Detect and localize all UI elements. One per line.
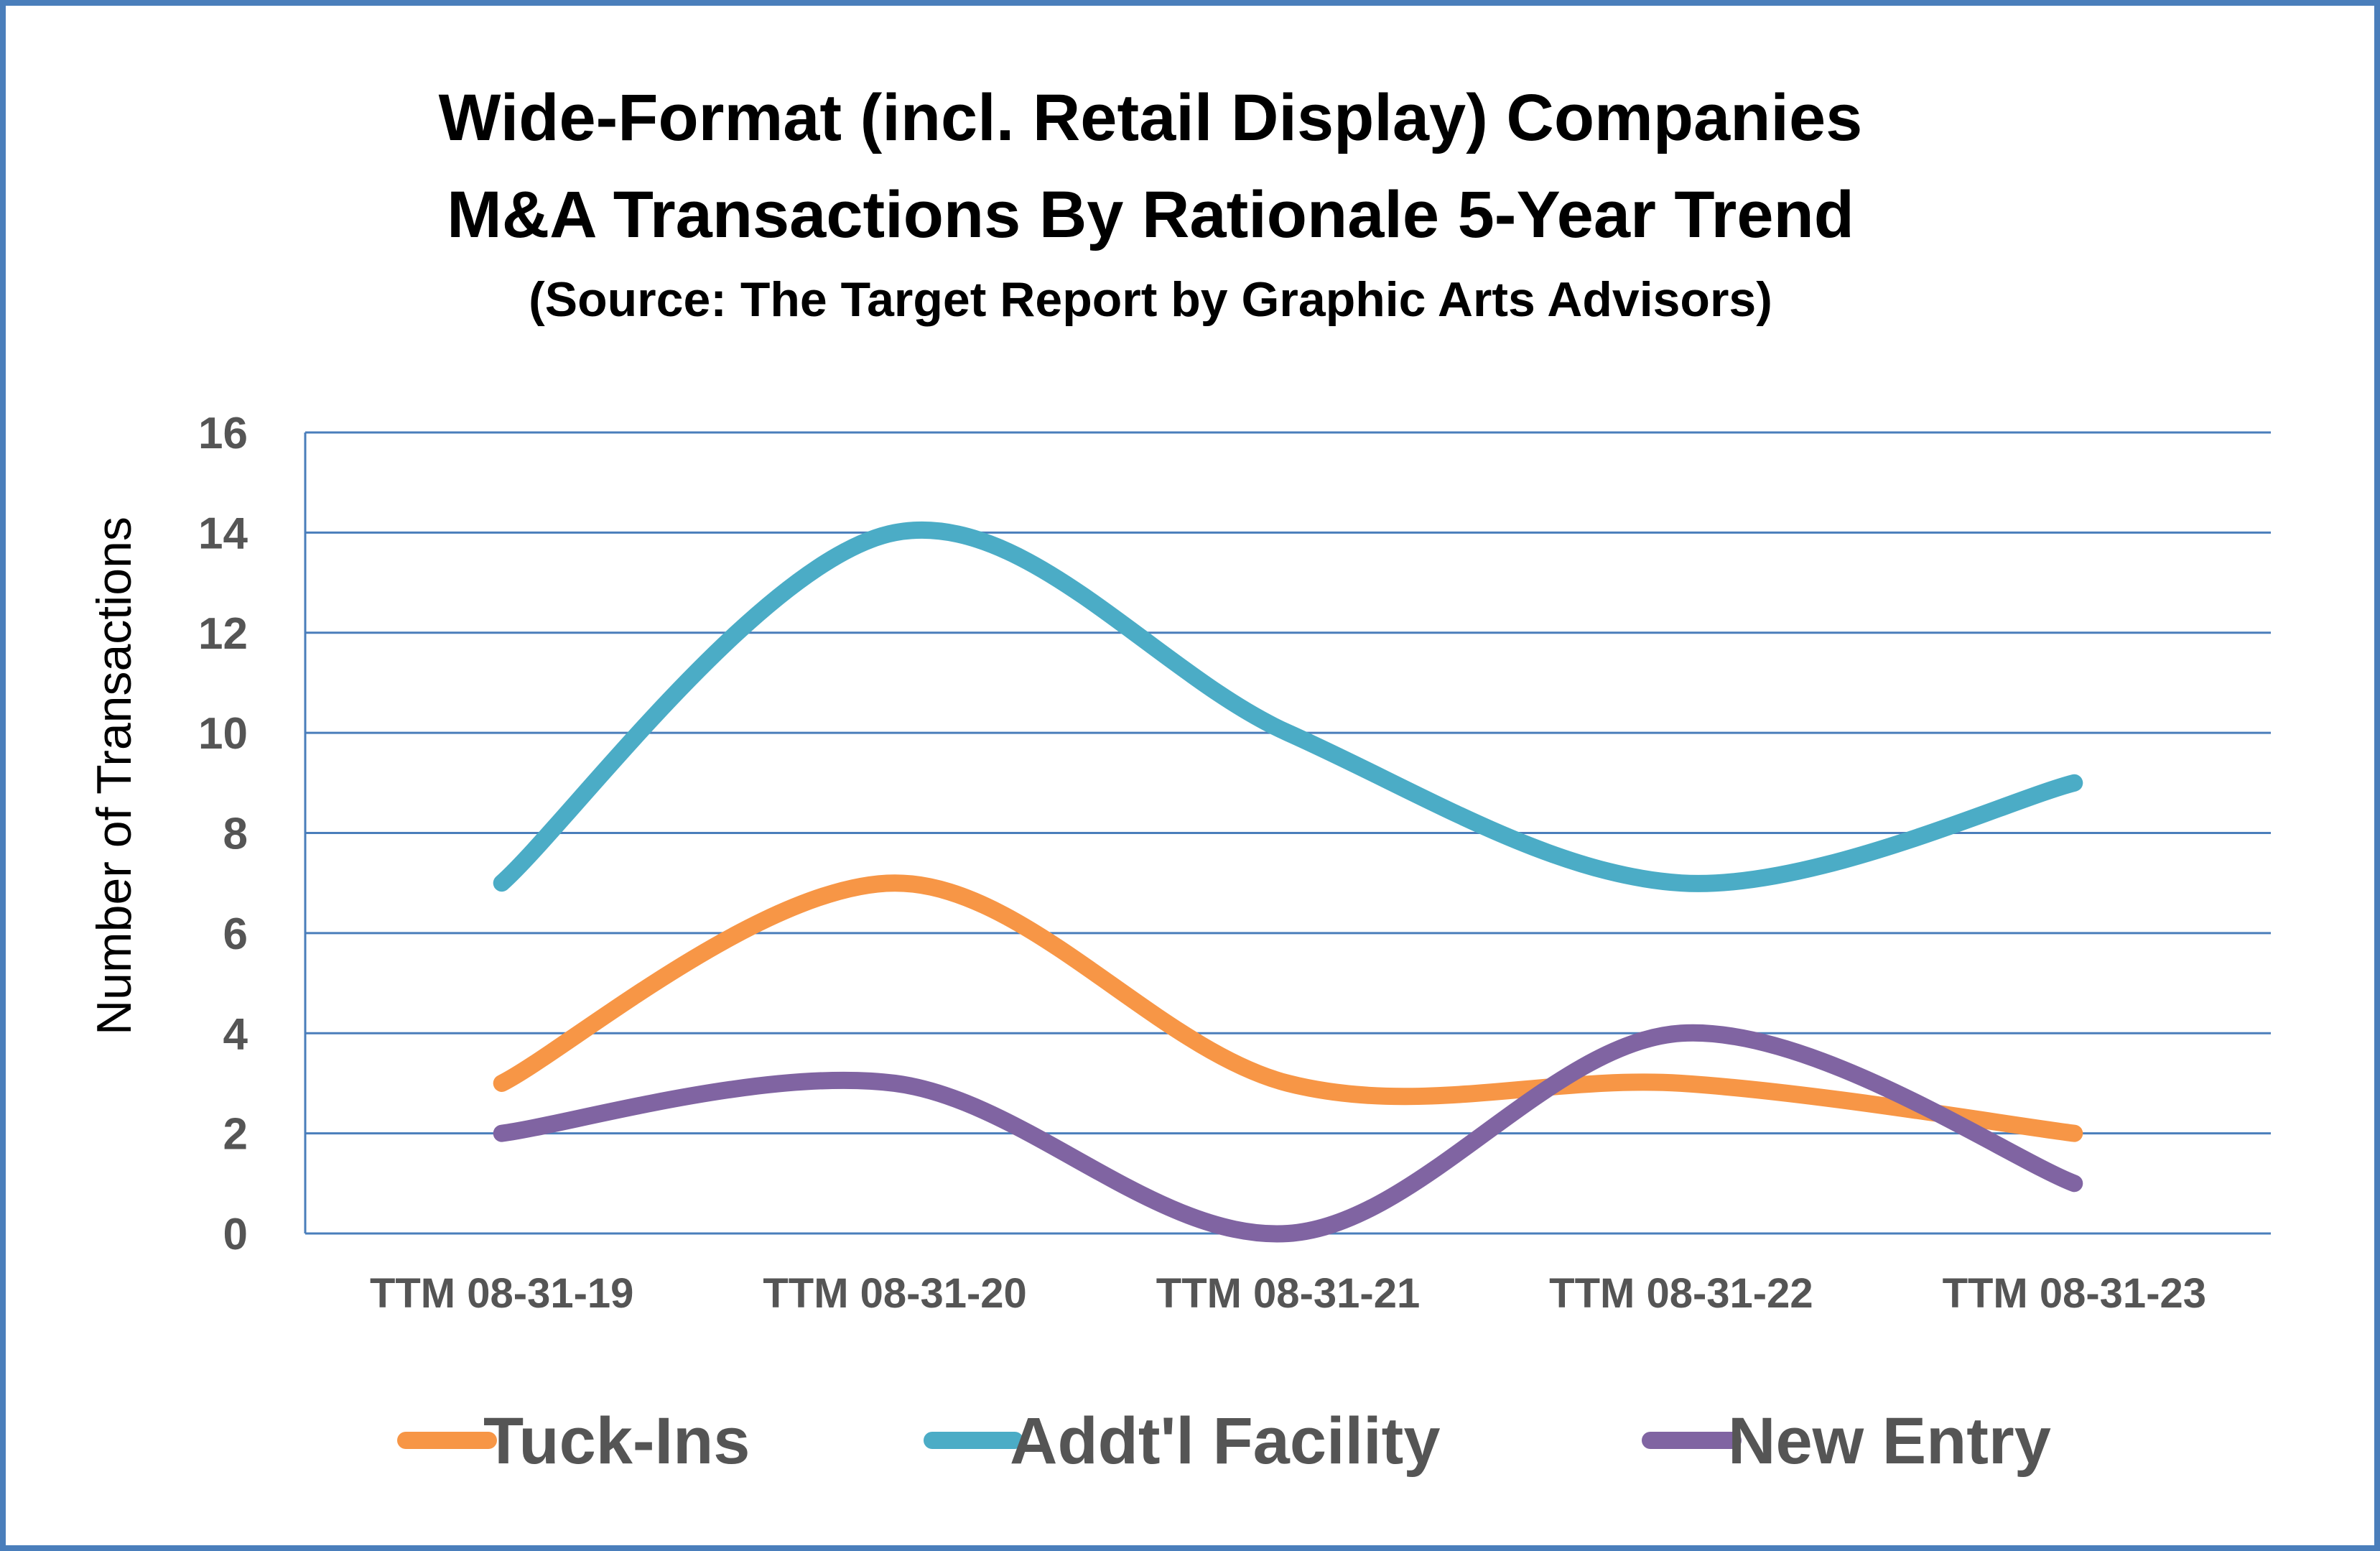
x-axis-ticks: TTM 08-31-19 TTM 08-31-20 TTM 08-31-21 TTM … — [370, 1270, 2206, 1317]
y-tick-label: 10 — [198, 709, 248, 759]
y-axis-label: Number of Transactions — [87, 517, 141, 1035]
x-tick-label: TTM 08-31-19 — [370, 1270, 633, 1317]
data-point-addt-l-facility — [2073, 782, 2075, 784]
y-tick-label: 6 — [223, 909, 248, 959]
legend-item-new-entry: New Entry — [1642, 1404, 2051, 1478]
y-tick-label: 12 — [198, 609, 248, 659]
y-tick-label: 14 — [198, 509, 248, 558]
data-point-new-entry — [2073, 1182, 2075, 1184]
data-point-tuck-ins — [2073, 1133, 2075, 1134]
gridlines — [304, 431, 2271, 1235]
data-point-addt-l-facility — [501, 882, 503, 884]
x-tick-label: TTM 08-31-20 — [763, 1270, 1026, 1317]
legend-item-addt-l-facility: Addt'l Facility — [924, 1404, 1440, 1478]
legend-label: Addt'l Facility — [1010, 1404, 1440, 1478]
y-tick-label: 16 — [198, 409, 248, 458]
y-tick-label: 2 — [223, 1110, 248, 1159]
series-line-addt-l-facility — [493, 521, 2083, 892]
legend: Tuck-Ins Addt'l Facility New Entry — [397, 1404, 2051, 1478]
x-tick-label: TTM 08-31-21 — [1156, 1270, 1420, 1317]
chart-title-group: Wide-Format (incl. Retail Display) Compa… — [439, 81, 1863, 327]
series-line-tuck-ins — [493, 874, 2083, 1142]
x-tick-label: TTM 08-31-22 — [1549, 1270, 1813, 1317]
chart-title-line-2: M&A Transactions By Rationale 5-Year Tre… — [447, 178, 1854, 251]
chart-title-line-1: Wide-Format (incl. Retail Display) Compa… — [439, 81, 1863, 154]
data-point-tuck-ins — [894, 882, 896, 884]
legend-label: New Entry — [1728, 1404, 2051, 1478]
legend-item-tuck-ins: Tuck-Ins — [397, 1404, 750, 1478]
data-point-new-entry — [501, 1133, 503, 1134]
series-lines — [493, 521, 2083, 1243]
y-tick-label: 4 — [223, 1009, 248, 1059]
y-axis-ticks: 0 2 4 6 8 10 12 14 16 — [198, 409, 248, 1259]
legend-label: Tuck-Ins — [483, 1404, 750, 1478]
y-tick-label: 0 — [223, 1210, 248, 1259]
x-tick-label: TTM 08-31-23 — [1943, 1270, 2206, 1317]
chart-subtitle: (Source: The Target Report by Graphic Ar… — [529, 272, 1772, 327]
y-tick-label: 8 — [223, 810, 248, 859]
data-point-addt-l-facility — [894, 532, 896, 533]
series-line-new-entry — [493, 1024, 2083, 1243]
